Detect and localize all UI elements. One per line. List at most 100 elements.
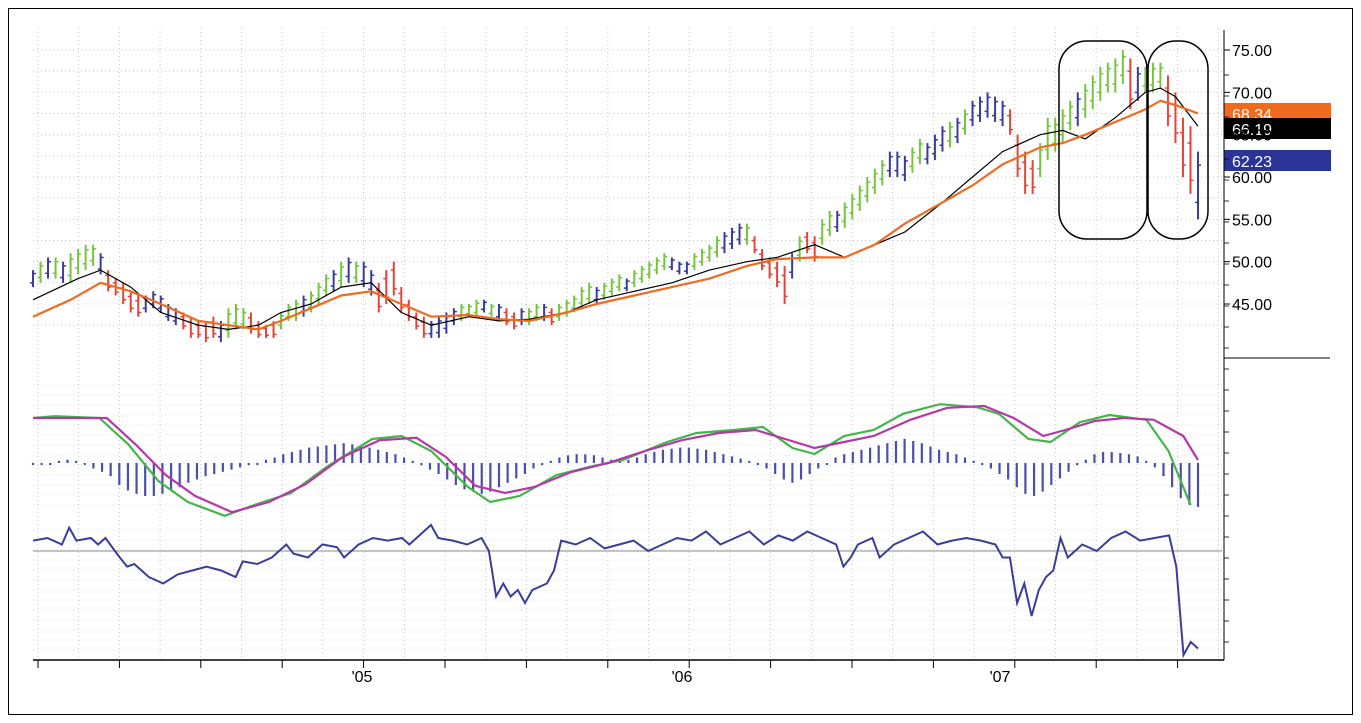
price-bar-117 [909,147,916,173]
price-bar-80 [631,270,638,288]
price-bar-130 [1007,109,1014,135]
axes: 75.00 70.00 65.00 60.00 55.00 50.00 45.00 '05 '0… [33,30,1330,686]
price-bar-8 [90,244,97,266]
x-tick-label-0: '05 [352,669,373,686]
price-bar-50 [405,299,412,321]
price-bar-28 [240,308,247,330]
price-bar-121 [939,126,946,152]
price-bar-60 [480,299,487,313]
price-bar-153 [1179,117,1186,177]
price-bar-127 [984,92,991,118]
price-bar-53 [428,320,435,338]
y-tick-label-3: 60.00 [1232,170,1272,187]
price-bar-103 [804,232,811,254]
price-bar-140 [1082,83,1089,118]
price-bar-122 [946,121,953,148]
y-tick-label-0: 75.00 [1232,43,1272,60]
price-bar-133 [1029,160,1036,194]
price-bar-150 [1157,62,1164,89]
price-bar-136 [1052,117,1059,152]
price-bar-63 [503,308,510,326]
price-bar-1 [37,261,44,283]
price-bar-29 [247,312,254,334]
price-bar-13 [127,291,134,313]
price-bar-35 [293,299,300,321]
price-bar-113 [879,160,886,186]
price-bar-76 [601,282,608,300]
annotations [1058,40,1209,240]
price-bar-111 [864,177,871,203]
y-tick-label-2: 65.00 [1232,128,1272,145]
price-bar-42 [345,257,352,283]
price-bar-46 [375,282,382,313]
price-bar-7 [82,244,89,271]
price-bar-65 [518,308,525,326]
price-bar-70 [556,304,563,321]
price-bar-108 [841,202,848,228]
price-bar-144 [1112,58,1119,93]
price-bar-2 [45,257,52,279]
price-bar-145 [1119,50,1126,84]
price-bar-137 [1059,109,1066,144]
price-bar-23 [202,320,209,343]
price-bar-81 [638,265,645,283]
y-tick-label-5: 50.00 [1232,255,1272,272]
price-bar-6 [75,248,82,275]
price-bar-74 [586,282,593,304]
price-bar-112 [871,168,878,194]
oscillator-panel [32,523,1222,659]
price-bar-151 [1164,75,1171,127]
price-bar-61 [488,304,495,317]
price-bar-143 [1104,62,1111,93]
price-bar-84 [661,253,668,271]
x-tick-label-1: '06 [672,669,693,686]
price-bar-22 [195,320,202,338]
price-bar-87 [683,261,690,275]
macd-panel [31,403,1200,517]
price-tag-2: 62.23 [1224,150,1331,171]
price-bar-79 [623,278,630,292]
chart-frame [8,8,1353,715]
price-bar-91 [713,236,720,258]
price-bar-4 [60,261,67,283]
price-bar-96 [751,236,758,254]
price-bar-114 [886,151,893,177]
price-bar-82 [646,261,653,279]
annotation-ellipse-0 [1058,40,1148,240]
macd-line-1 [33,404,1199,514]
price-bar-106 [826,210,833,237]
price-bar-54 [435,316,442,338]
price-bar-52 [420,316,427,338]
price-bar-66 [526,308,533,326]
price-bar-93 [729,227,735,249]
price-bar-149 [1149,62,1156,93]
price-bar-135 [1044,117,1051,161]
price-bar-90 [706,244,713,262]
price-bar-21 [187,316,194,338]
price-bar-77 [608,278,615,296]
price-bar-95 [744,223,751,245]
price-bar-118 [916,138,923,165]
price-bar-139 [1074,92,1081,127]
price-bar-86 [676,261,683,275]
oscillator-line-0 [32,523,1199,659]
price-bar-78 [616,274,623,292]
price-bar-48 [390,261,397,296]
price-bar-40 [330,270,337,292]
price-bar-38 [315,282,322,304]
price-moving-average-1 [32,99,1199,331]
price-bar-116 [901,155,908,182]
price-bar-105 [819,219,826,245]
price-bar-83 [653,257,660,275]
price-bar-154 [1187,126,1194,194]
price-tag-label-1: 66.19 [1232,122,1272,139]
price-bar-12 [120,282,127,304]
price-bar-141 [1089,75,1096,110]
price-bar-142 [1097,66,1104,101]
price-bar-49 [398,287,405,313]
y-tick-label-6: 45.00 [1232,297,1272,314]
price-bar-94 [736,223,743,245]
price-bar-100 [781,265,788,304]
